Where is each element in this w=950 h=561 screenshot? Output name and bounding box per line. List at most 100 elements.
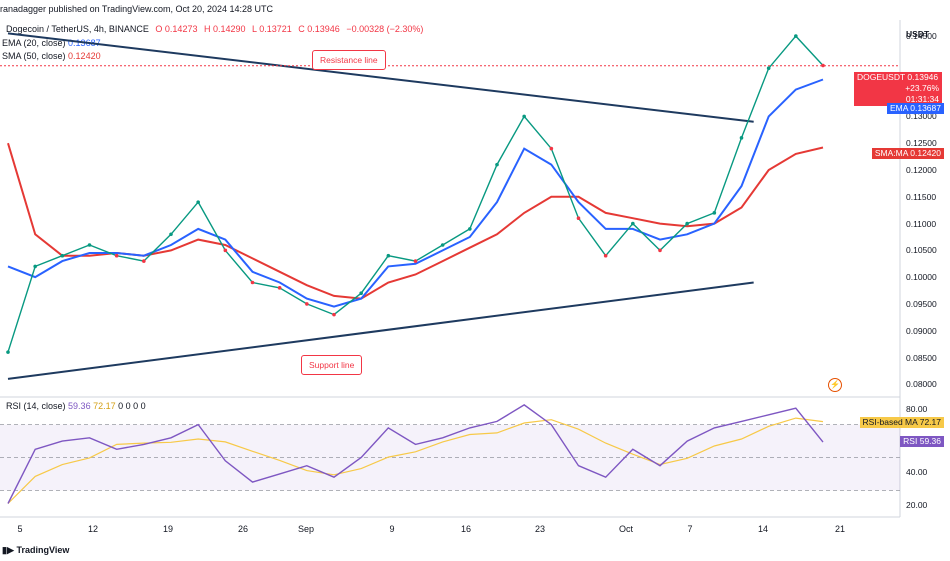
rsi-ma-tag: RSI-based MA 72.17 [859, 417, 944, 428]
rsi-legend-zeros: 0 0 0 0 [118, 401, 146, 411]
price-point [60, 253, 65, 258]
rsi-tick-20: 20.00 [906, 500, 928, 510]
price-tick: 0.09500 [906, 298, 937, 309]
time-tick: 16 [460, 524, 472, 534]
support-annotation[interactable]: Support line [301, 355, 363, 375]
price-point [359, 291, 363, 296]
rsi-legend-value: 59.36 [68, 401, 91, 411]
rsi-ma-tag-value: 72.17 [919, 417, 941, 427]
ohlc-low: L 0.13721 [252, 24, 292, 34]
footer-brand: ▮▶ TradingView [2, 545, 69, 556]
sma-tag-name: SMA:MA [874, 148, 908, 158]
time-tick: 9 [389, 524, 395, 534]
resistance-annotation[interactable]: Resistance line [312, 50, 386, 70]
price-tick: 0.12000 [906, 165, 937, 175]
ohlc-change: −0.00328 (−2.30%) [346, 24, 424, 34]
symbol-ohlc-line: Dogecoin / TetherUS, 4h, BINANCE O 0.142… [6, 24, 427, 34]
ohlc-open: O 0.14273 [155, 24, 198, 34]
time-tick: 14 [757, 524, 769, 534]
price-point [250, 280, 255, 285]
time-tick: 7 [687, 524, 693, 534]
price-point [413, 259, 418, 263]
price-tick: 0.11000 [906, 218, 937, 229]
last-price-tag: DOGEUSDT 0.13946 +23.76% 01:31:34 [854, 72, 942, 106]
ema-legend-label: EMA (20, close) [2, 38, 66, 48]
ema-line [7, 78, 824, 308]
rsi-legend-label: RSI (14, close) [6, 401, 66, 411]
time-tick: 21 [834, 524, 846, 534]
rsi-tag: RSI 59.36 [900, 436, 944, 447]
moving-averages [7, 78, 824, 308]
lightning-icon[interactable]: ⚡ [828, 378, 842, 392]
price-axis-unit: USDT [906, 29, 930, 39]
price-point [712, 211, 717, 215]
rsi-ma-line [7, 417, 824, 504]
rsi-legend: RSI (14, close) 59.36 72.17 0 0 0 0 [6, 401, 146, 411]
price-tick: 0.12500 [906, 138, 937, 149]
price-point [386, 253, 391, 258]
support-line [7, 281, 754, 380]
price-point [631, 221, 635, 226]
sma-legend-value: 0.12420 [68, 51, 101, 61]
time-tick: 26 [237, 524, 249, 534]
price-point [495, 162, 499, 167]
price-point [169, 232, 173, 237]
price-point [603, 253, 608, 258]
price-point [685, 221, 689, 226]
price-tick: 0.09000 [906, 325, 937, 336]
sma-price-tag: SMA:MA 0.12420 [871, 148, 944, 159]
footer-brand-label: TradingView [16, 545, 70, 555]
price-point [794, 34, 798, 38]
last-price-value: 0.13946 [907, 72, 939, 82]
price-point [576, 216, 581, 221]
price-point [196, 200, 200, 204]
price-series-line [7, 35, 824, 353]
price-point [658, 248, 662, 253]
price-point [142, 259, 146, 263]
rsi-pane [0, 404, 900, 504]
sma-line [7, 142, 824, 300]
price-point [33, 264, 37, 269]
rsi-ma-tag-name: RSI-based MA [862, 417, 918, 427]
price-tick: 0.08500 [906, 352, 937, 363]
rsi-tick-40: 40.00 [906, 467, 928, 477]
price-tick: 0.14500 [906, 31, 937, 42]
price-point [821, 63, 825, 68]
price-tick: 0.13000 [906, 111, 937, 122]
price-point [277, 286, 282, 290]
price-tick: 0.08000 [906, 379, 937, 390]
ema-tag-name: EMA [889, 103, 908, 113]
rsi-line [7, 404, 824, 504]
rsi-tag-value: 59.36 [919, 436, 941, 446]
trendlines [7, 32, 754, 380]
publisher-line: ranadagger published on TradingView.com,… [0, 4, 274, 14]
price-point [114, 253, 119, 258]
sma-legend: SMA (50, close) 0.12420 [2, 51, 101, 61]
sma-tag-value: 0.12420 [910, 148, 941, 158]
price-point [468, 227, 472, 231]
price-point [440, 243, 445, 247]
tradingview-logo-icon: ▮▶ [2, 545, 14, 555]
bar-countdown: 01:31:34 [905, 94, 939, 104]
ema-price-tag: EMA 0.13687 [886, 103, 944, 114]
price-point [87, 243, 92, 247]
price-point [305, 302, 309, 306]
rsi-legend-ma-value: 72.17 [93, 401, 116, 411]
price-point [332, 312, 336, 317]
price-line [0, 34, 900, 354]
price-tick: 0.10000 [906, 272, 937, 283]
time-tick: 19 [162, 524, 174, 534]
price-point [549, 146, 554, 151]
ohlc-high: H 0.14290 [203, 24, 246, 34]
time-tick: 5 [17, 524, 23, 534]
symbol-label: Dogecoin / TetherUS, 4h, BINANCE [6, 24, 149, 34]
ohlc-close: C 0.13946 [298, 24, 340, 34]
last-price-symbol: DOGEUSDT [857, 72, 906, 82]
rsi-tick-80: 80.00 [906, 404, 928, 414]
price-point [739, 136, 744, 140]
time-tick: Oct [618, 524, 634, 534]
last-price-change: +23.76% [905, 83, 939, 93]
ema-tag-value: 0.13687 [910, 103, 941, 113]
